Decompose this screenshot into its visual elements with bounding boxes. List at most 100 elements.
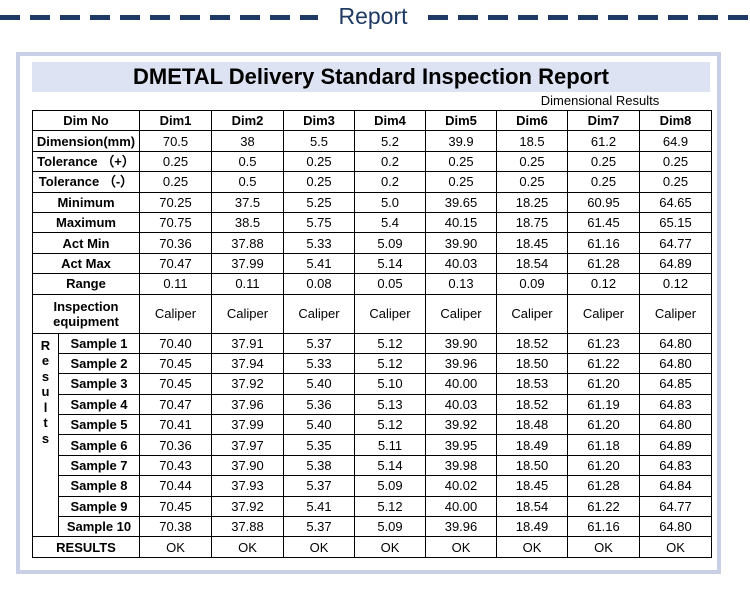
table-cell: 61.20	[567, 454, 640, 477]
row-label: Range	[32, 273, 140, 295]
sample-label: Sample 1	[58, 332, 140, 354]
table-cell: 5.41	[283, 252, 355, 275]
table-cell: 5.14	[354, 454, 426, 477]
table-cell: 64.80	[639, 352, 712, 375]
results-side-letter: t	[43, 415, 48, 431]
table-cell: 61.20	[567, 414, 640, 436]
table-cell: 0.25	[425, 150, 497, 173]
table-cell: 40.02	[425, 475, 497, 497]
table-cell: 5.75	[283, 211, 355, 234]
sample-row: Sample 9 70.45 37.92 5.41 5.12 40.00 18.54 61.2…	[33, 495, 712, 518]
spec-row: Minimum 70.25 37.5 5.25 5.0 39.65 18.25 60.95 64…	[32, 191, 712, 213]
table-cell: 5.40	[283, 414, 355, 436]
sample-row: Sample 3 70.45 37.92 5.40 5.10 40.00 18.53 61.2…	[33, 373, 712, 395]
table-cell: 0.13	[425, 273, 497, 295]
results-side-letter: l	[43, 399, 48, 415]
table-cell: 64.9	[639, 130, 712, 152]
results-side-letter: s	[41, 368, 50, 384]
table-cell: 61.22	[567, 495, 640, 518]
sample-row: Sample 6 70.36 37.97 5.35 5.11 39.95 18.49 61.1…	[33, 434, 712, 456]
table-cell: Caliper	[139, 293, 212, 334]
table-cell: 5.11	[354, 434, 426, 456]
spec-row: Tolerance （+） 0.25 0.5 0.25 0.2 0.25 0.25 0.25 0…	[32, 150, 712, 173]
table-cell: Caliper	[354, 293, 426, 334]
table-cell: 0.5	[211, 150, 284, 173]
sample-row: Sample 4 70.47 37.96 5.36 5.13 40.03 18.52 61.1…	[33, 393, 712, 416]
sample-label: Sample 3	[58, 373, 140, 395]
table-cell: 61.16	[567, 516, 640, 538]
table-cell: 5.10	[354, 373, 426, 395]
row-label: Minimum	[32, 191, 140, 213]
table-cell: 37.92	[211, 495, 284, 518]
table-cell: 70.41	[139, 414, 212, 436]
inspection-table-body: Dim No Dim1 Dim2 Dim3 Dim4 Dim5 Dim6 Dim7 Dim8 Di…	[32, 109, 712, 558]
equipment-label-line1: Inspection	[53, 298, 119, 314]
table-cell: 0.25	[139, 150, 212, 173]
table-cell: Caliper	[283, 293, 355, 334]
header-title: Report	[338, 3, 408, 29]
report-frame: DMETAL Delivery Standard Inspection Repo…	[16, 52, 721, 574]
table-cell: 18.54	[496, 495, 568, 518]
table-cell: 39.65	[425, 191, 497, 213]
table-cell: 70.45	[139, 352, 212, 375]
table-cell: 18.48	[496, 414, 568, 436]
table-cell: 0.25	[139, 171, 212, 193]
table-cell: 5.4	[354, 211, 426, 234]
table-cell: 0.25	[567, 171, 640, 193]
table-cell: 0.25	[283, 171, 355, 193]
column-header: Dim4	[354, 109, 426, 132]
results-label: RESULTS	[32, 536, 140, 558]
table-cell: 37.94	[211, 352, 284, 375]
table-cell: 64.83	[639, 393, 712, 416]
table-cell: Caliper	[567, 293, 640, 334]
table-cell: 70.36	[139, 434, 212, 456]
table-cell: 64.89	[639, 434, 712, 456]
table-cell: 39.90	[425, 232, 497, 254]
table-cell: 18.75	[496, 211, 568, 234]
table-cell: 70.75	[139, 211, 212, 234]
table-cell: 0.25	[639, 171, 712, 193]
sample-label: Sample 10	[58, 516, 140, 538]
result-cell: OK	[354, 536, 426, 558]
table-cell: 0.12	[567, 273, 640, 295]
table-cell: 61.18	[567, 434, 640, 456]
table-cell: 61.20	[567, 373, 640, 395]
row-label: Act Max	[32, 252, 140, 275]
table-cell: 5.13	[354, 393, 426, 416]
dashed-rule-right	[428, 15, 750, 20]
table-cell: 61.28	[567, 475, 640, 497]
spec-row: Dimension(mm) 70.5 38 5.5 5.2 39.9 18.5 61.2 64.…	[32, 130, 712, 152]
result-cell: OK	[567, 536, 640, 558]
table-cell: 70.47	[139, 252, 212, 275]
table-cell: 0.12	[639, 273, 712, 295]
report-title: DMETAL Delivery Standard Inspection Repo…	[32, 62, 710, 92]
dim-no-header: Dim No	[32, 109, 140, 132]
sample-label: Sample 8	[58, 475, 140, 497]
table-cell: 39.95	[425, 434, 497, 456]
table-cell: 18.5	[496, 130, 568, 152]
table-cell: 37.91	[211, 332, 284, 354]
table-cell: 70.43	[139, 454, 212, 477]
table-cell: 40.03	[425, 393, 497, 416]
table-cell: 5.2	[354, 130, 426, 152]
table-cell: 40.00	[425, 373, 497, 395]
table-cell: 64.65	[639, 191, 712, 213]
table-cell: 70.45	[139, 373, 212, 395]
table-cell: 0.2	[354, 171, 426, 193]
table-cell: 39.92	[425, 414, 497, 436]
table-cell: 18.50	[496, 352, 568, 375]
table-cell: 0.11	[211, 273, 284, 295]
table-cell: 37.88	[211, 516, 284, 538]
table-cell: 64.80	[639, 414, 712, 436]
table-cell: 37.88	[211, 232, 284, 254]
table-cell: 70.45	[139, 495, 212, 518]
table-cell: 18.45	[496, 232, 568, 254]
row-label: Act Min	[32, 232, 140, 254]
table-cell: Caliper	[639, 293, 712, 334]
table-cell: 5.12	[354, 352, 426, 375]
table-cell: 61.28	[567, 252, 640, 275]
table-cell: 5.35	[283, 434, 355, 456]
table-cell: 64.77	[639, 232, 712, 254]
sample-row: Sample 7 70.43 37.90 5.38 5.14 39.98 18.50 61.2…	[33, 454, 712, 477]
